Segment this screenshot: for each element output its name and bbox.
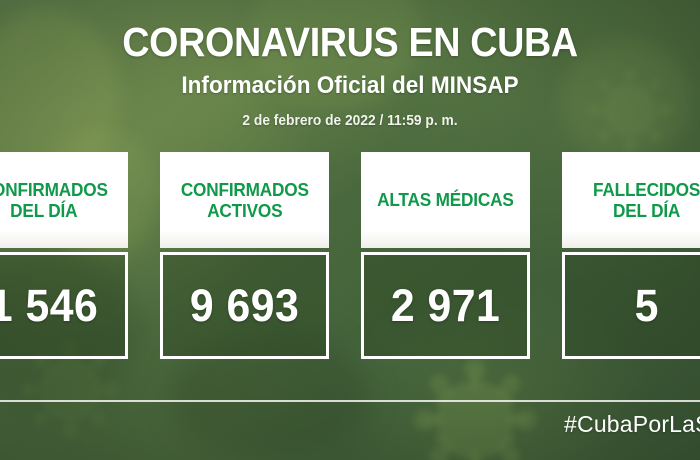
page-title: CORONAVIRUS EN CUBA — [122, 19, 578, 65]
footer-hashtag: #CubaPorLaSalud — [0, 408, 700, 440]
stat-card-label: CONFIRMADOS ACTIVOS — [180, 178, 309, 221]
background-shadow — [170, 330, 370, 460]
coronavirus-icon — [588, 68, 672, 152]
stat-card-fallecidos-del-dia: FALLECIDOS DEL DÍA 5 — [562, 152, 700, 359]
stat-card-label: ALTAS MÉDICAS — [377, 189, 514, 211]
stat-card-value: 2 971 — [390, 280, 501, 331]
footer-divider — [0, 400, 700, 402]
footer-hashtag-text: #CubaPorLaSalud — [564, 411, 700, 437]
stat-card-row: CONFIRMADOS DEL DÍA 1 546 CONFIRMADOS AC… — [0, 152, 700, 359]
background-shadow — [0, 250, 140, 410]
stat-card-label-panel: CONFIRMADOS ACTIVOS — [160, 152, 329, 248]
stat-card-label: CONFIRMADOS DEL DÍA — [0, 178, 108, 221]
stat-card-value: 1 546 — [0, 280, 99, 331]
header: CORONAVIRUS EN CUBA Información Oficial … — [0, 0, 700, 129]
stat-card-label: FALLECIDOS DEL DÍA — [592, 178, 700, 221]
stat-card-value: 5 — [634, 280, 659, 331]
stat-card-confirmados-del-dia: CONFIRMADOS DEL DÍA 1 546 — [0, 152, 128, 359]
stat-card-label-panel: ALTAS MÉDICAS — [361, 152, 530, 248]
stat-card-value-panel: 2 971 — [361, 252, 530, 359]
stat-card-value-panel: 1 546 — [0, 252, 128, 359]
stat-card-label-panel: FALLECIDOS DEL DÍA — [562, 152, 700, 248]
stat-card-value: 9 693 — [189, 280, 300, 331]
stat-card-label-panel: CONFIRMADOS DEL DÍA — [0, 152, 128, 248]
stat-card-value-panel: 5 — [562, 252, 700, 359]
stat-card-value-panel: 9 693 — [160, 252, 329, 359]
background-blob — [560, 40, 690, 160]
stat-card-confirmados-activos: CONFIRMADOS ACTIVOS 9 693 — [160, 152, 329, 359]
stat-card-altas-medicas: ALTAS MÉDICAS 2 971 — [361, 152, 530, 359]
date-timestamp: 2 de febrero de 2022 / 11:59 p. m. — [242, 113, 458, 129]
page-subtitle: Información Oficial del MINSAP — [181, 72, 519, 99]
